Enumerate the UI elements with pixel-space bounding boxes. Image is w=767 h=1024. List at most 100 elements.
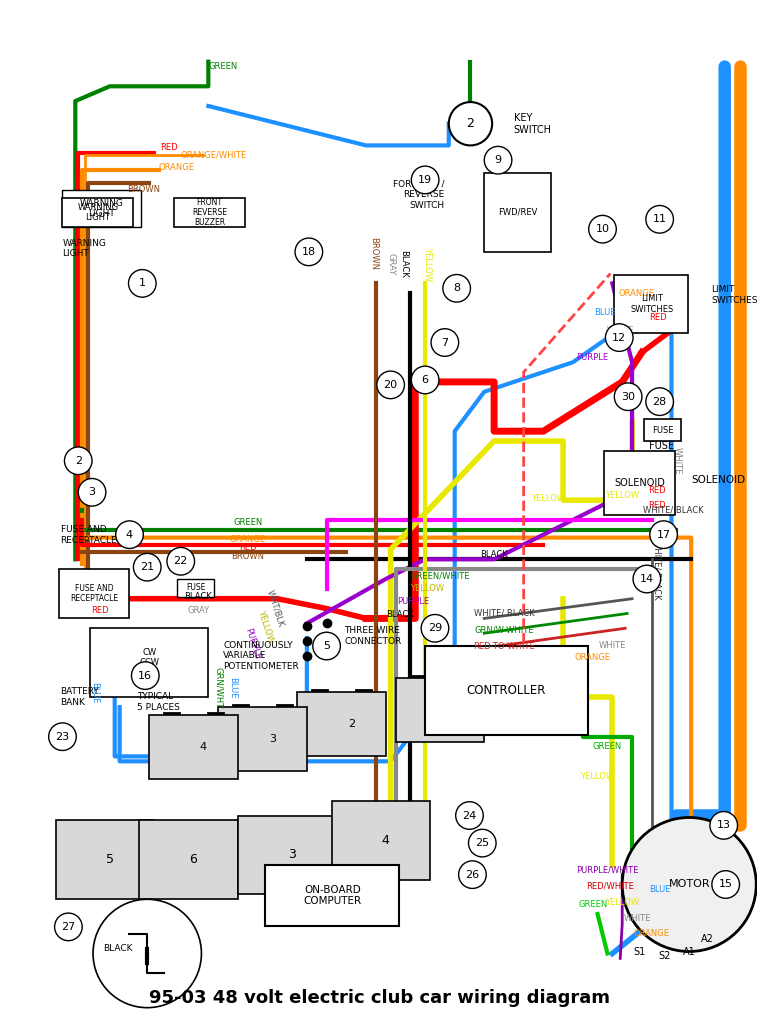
Circle shape: [459, 861, 486, 889]
Text: FUSE: FUSE: [186, 584, 206, 592]
Text: 3: 3: [288, 849, 296, 861]
Text: SOLENOID: SOLENOID: [614, 478, 666, 488]
Text: 27: 27: [61, 922, 75, 932]
Text: YELLOW: YELLOW: [605, 490, 639, 500]
Text: 19: 19: [418, 175, 432, 185]
Text: YELLOW: YELLOW: [605, 898, 639, 906]
Text: WARNING
LIGHT: WARNING LIGHT: [77, 203, 119, 222]
Text: 3: 3: [269, 733, 276, 743]
Text: BATTERY
BANK: BATTERY BANK: [61, 687, 99, 707]
Text: 26: 26: [466, 869, 479, 880]
Text: WARNING
LIGHT: WARNING LIGHT: [80, 199, 123, 218]
Text: 3: 3: [88, 487, 96, 498]
Text: FORWARD /
REVERSE
SWITCH: FORWARD / REVERSE SWITCH: [393, 180, 445, 210]
Bar: [484, 173, 551, 252]
Bar: [177, 579, 214, 597]
Text: 30: 30: [621, 392, 635, 401]
Text: LIMIT
SWITCHES: LIMIT SWITCHES: [711, 286, 757, 305]
Circle shape: [131, 662, 159, 689]
Text: RED: RED: [649, 313, 667, 323]
Text: 24: 24: [463, 811, 476, 820]
Circle shape: [469, 829, 496, 857]
Circle shape: [64, 446, 92, 474]
Text: 21: 21: [140, 562, 154, 572]
Text: S2: S2: [658, 951, 671, 962]
Text: WHITE: WHITE: [607, 327, 634, 335]
Text: 29: 29: [428, 624, 442, 633]
Text: 6: 6: [422, 375, 429, 385]
Text: WHITE/ BLACK: WHITE/ BLACK: [652, 539, 661, 599]
Text: BLUE: BLUE: [229, 677, 238, 698]
Text: RED: RED: [648, 501, 666, 510]
Bar: [90, 629, 209, 697]
Text: BLUE: BLUE: [91, 682, 100, 703]
Circle shape: [484, 146, 512, 174]
Circle shape: [449, 102, 492, 145]
Text: PURPLE/WHITE: PURPLE/WHITE: [576, 865, 639, 874]
Text: RED: RED: [239, 543, 256, 552]
Text: YELLOW: YELLOW: [410, 585, 444, 593]
Circle shape: [133, 553, 161, 581]
Text: 4: 4: [382, 834, 390, 847]
Bar: [331, 801, 430, 880]
Bar: [218, 708, 307, 771]
Text: CW
CCW
S: CW CCW S: [139, 648, 160, 678]
Circle shape: [622, 817, 756, 951]
Text: GREEN: GREEN: [578, 900, 607, 908]
Circle shape: [54, 913, 82, 941]
Text: 16: 16: [138, 671, 153, 681]
Text: 18: 18: [301, 247, 316, 257]
Circle shape: [650, 521, 677, 549]
Circle shape: [411, 166, 439, 194]
Text: GRN/W-WHITE: GRN/W-WHITE: [474, 626, 534, 635]
Bar: [644, 420, 681, 441]
Circle shape: [116, 521, 143, 549]
Circle shape: [456, 802, 483, 829]
Bar: [238, 815, 337, 894]
Text: 2: 2: [74, 456, 82, 466]
Text: 5: 5: [323, 641, 330, 651]
Circle shape: [443, 274, 470, 302]
Circle shape: [614, 383, 642, 411]
Text: 9: 9: [495, 156, 502, 165]
Circle shape: [605, 324, 633, 351]
Circle shape: [421, 614, 449, 642]
Text: FWD/REV: FWD/REV: [498, 208, 538, 217]
Text: WHITE: WHITE: [599, 641, 626, 649]
Text: GRAY: GRAY: [386, 253, 395, 274]
Bar: [150, 715, 238, 779]
Text: GRAY: GRAY: [187, 606, 209, 615]
Circle shape: [167, 548, 195, 575]
Circle shape: [710, 812, 738, 839]
Text: GREEN: GREEN: [233, 518, 262, 527]
Text: ORANGE: ORANGE: [619, 289, 655, 298]
Text: CONTINUOUSLY
VARIABLE
POTENTIOMETER: CONTINUOUSLY VARIABLE POTENTIOMETER: [223, 641, 299, 671]
Text: TYPICAL
5 PLACES: TYPICAL 5 PLACES: [137, 692, 180, 712]
Text: ORANGE/WHITE: ORANGE/WHITE: [180, 151, 246, 160]
Text: PURPLE: PURPLE: [397, 597, 430, 606]
Text: BROWN: BROWN: [127, 185, 160, 195]
Text: 25: 25: [476, 838, 489, 848]
Text: WHT/BLK: WHT/BLK: [265, 589, 285, 629]
Text: FUSE AND
RECEPTACLE: FUSE AND RECEPTACLE: [70, 584, 118, 603]
Text: YELLOW: YELLOW: [581, 772, 614, 780]
Text: 17: 17: [657, 529, 670, 540]
Text: 8: 8: [453, 284, 460, 293]
Text: FUSE: FUSE: [652, 426, 673, 435]
Circle shape: [646, 388, 673, 416]
Text: ORANGE: ORANGE: [230, 536, 265, 544]
Bar: [174, 198, 245, 227]
Text: 13: 13: [716, 820, 731, 830]
Text: 10: 10: [595, 224, 610, 234]
Circle shape: [633, 565, 660, 593]
Text: RED/WHITE: RED/WHITE: [587, 882, 634, 891]
Circle shape: [431, 329, 459, 356]
Bar: [265, 865, 399, 926]
Text: YELLOW: YELLOW: [532, 494, 565, 503]
Text: WARNING
LIGHT: WARNING LIGHT: [62, 239, 107, 258]
Circle shape: [93, 899, 202, 1008]
Text: GREEN: GREEN: [593, 742, 622, 751]
Text: 14: 14: [640, 574, 654, 584]
Bar: [62, 189, 141, 227]
Bar: [614, 275, 688, 333]
